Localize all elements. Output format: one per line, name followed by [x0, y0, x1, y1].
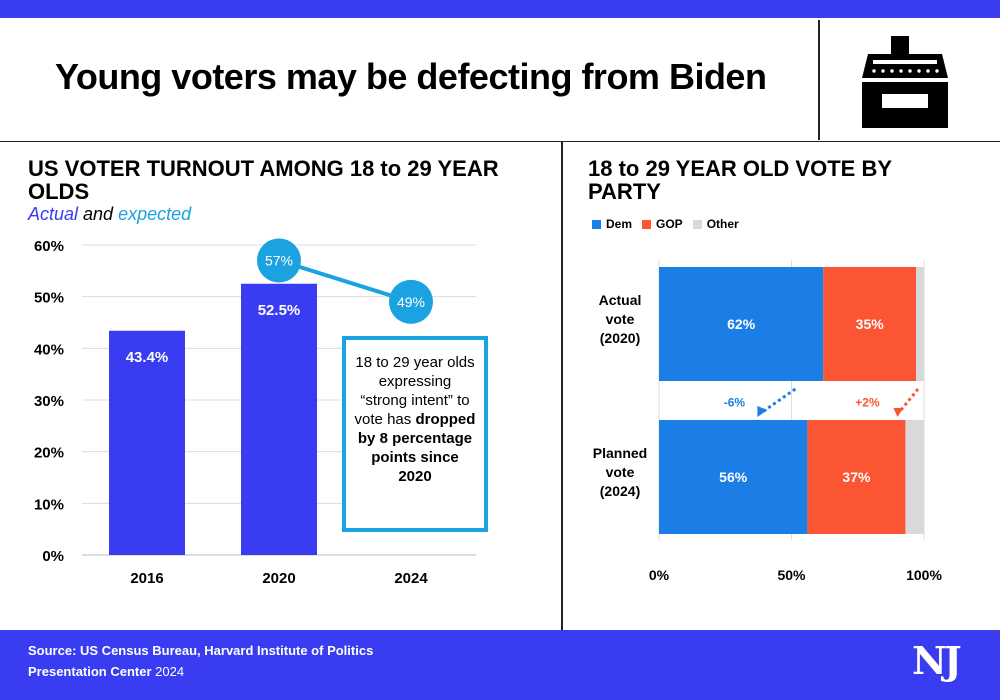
- expected-point-2020: [257, 238, 301, 283]
- segment-label: 56%: [719, 469, 748, 485]
- x-tick-label: 0%: [649, 567, 670, 583]
- dem-arrowhead: [757, 406, 768, 417]
- bar-dem-row1: [659, 420, 808, 534]
- bar-gop-row1: [807, 420, 906, 534]
- header: Young voters may be defecting from Biden: [0, 18, 1000, 142]
- turnout-chart: 0% 10% 20% 30% 40% 50% 60% 2016 2020 2024 43.4% 52.…: [34, 238, 476, 587]
- gop-change-label: +2%: [855, 396, 880, 410]
- expected-point-2024: [389, 279, 433, 324]
- x-tick-label: 2024: [394, 570, 428, 587]
- x-tick-label: 2016: [130, 570, 163, 587]
- category-label: vote: [606, 464, 635, 480]
- expected-line: [278, 258, 412, 304]
- intent-note: 18 to 29 year olds expressing “strong in…: [342, 336, 488, 532]
- header-divider: [818, 20, 820, 140]
- bar-label: 52.5%: [258, 302, 301, 319]
- y-tick-label: 50%: [34, 290, 64, 307]
- dem-change-label: -6%: [724, 396, 746, 410]
- segment-label: 37%: [842, 469, 871, 485]
- bar-label: 43.4%: [126, 349, 169, 366]
- footer: Source: US Census Bureau, Harvard Instit…: [0, 630, 1000, 700]
- right-panel-title: 18 to 29 YEAR OLD VOTE BY PARTY: [588, 156, 893, 204]
- category-label: (2024): [600, 483, 640, 499]
- y-tick-label: 40%: [34, 341, 64, 358]
- ballot-box-icon: [862, 36, 948, 128]
- legend-item-dem: Dem: [592, 217, 632, 231]
- bar-gop-row0: [823, 267, 917, 381]
- panel-divider: [561, 142, 563, 630]
- source-text: Source: US Census Bureau, Harvard Instit…: [28, 643, 374, 658]
- expected-label: 49%: [397, 294, 425, 310]
- category-label: Actual: [599, 292, 642, 308]
- segment-label: 62%: [727, 316, 756, 332]
- category-label: Planned: [593, 445, 647, 461]
- segment-label: 35%: [856, 316, 885, 332]
- x-tick-label: 2020: [262, 570, 295, 587]
- top-accent-bar: [0, 0, 1000, 18]
- gop-arrowhead: [893, 408, 904, 417]
- left-panel-title: US VOTER TURNOUT AMONG 18 to 29 YEAR OLD…: [28, 156, 499, 204]
- x-tick-label: 50%: [777, 567, 806, 583]
- legend-item-gop: GOP: [642, 217, 683, 231]
- x-tick-label: 100%: [906, 567, 942, 583]
- bar-actual-2016: [109, 330, 185, 555]
- left-panel-subtitle: Actual and expected: [28, 204, 192, 224]
- page-title: Young voters may be defecting from Biden: [55, 56, 767, 97]
- bar-actual-2020: [241, 283, 317, 555]
- category-label: vote: [606, 311, 635, 327]
- party-chart: 0% 50% 100% 62% 35% Actual vote (2020) 56% 37% Pla…: [593, 260, 942, 583]
- y-tick-label: 10%: [34, 496, 64, 513]
- expected-label: 57%: [265, 253, 293, 269]
- nj-logo: NJ: [912, 638, 962, 683]
- category-label: (2020): [600, 330, 640, 346]
- y-tick-label: 0%: [42, 548, 64, 565]
- credit-text: Presentation Center 2024: [28, 664, 185, 679]
- bar-other-row1: [905, 420, 924, 534]
- party-legend: Dem GOP Other: [592, 217, 739, 231]
- bar-dem-row0: [659, 267, 824, 381]
- y-tick-label: 60%: [34, 238, 64, 255]
- y-tick-label: 20%: [34, 445, 64, 462]
- y-tick-label: 30%: [34, 393, 64, 410]
- dem-change-arrow: [761, 387, 797, 414]
- legend-item-other: Other: [692, 217, 739, 231]
- bar-other-row0: [916, 267, 924, 381]
